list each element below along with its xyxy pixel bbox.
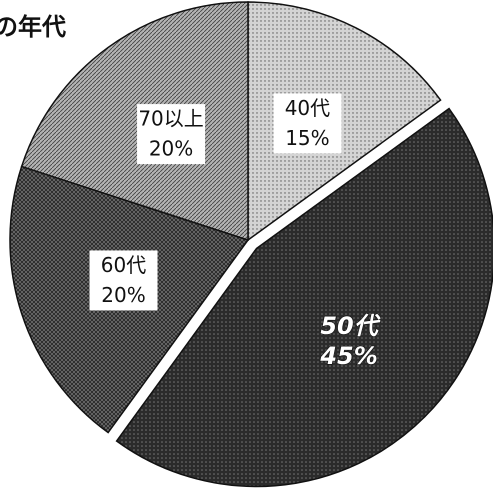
pie-slice: [247, 1, 442, 242]
slice-value-label: 15%: [285, 126, 329, 150]
label-box: [137, 104, 206, 165]
slice-label: 40代: [285, 96, 330, 120]
slice-value-label: 20%: [149, 137, 193, 161]
slice-value-label: 20%: [101, 283, 145, 307]
slice-value-label: 45%: [319, 342, 377, 370]
label-box: [89, 250, 158, 311]
pie-slice: [20, 1, 249, 242]
slice-label: 50代: [320, 312, 380, 340]
slice-label: 60代: [101, 253, 146, 277]
chart-title: の年代: [0, 13, 66, 41]
label-box: [273, 93, 342, 154]
slice-label: 70以上: [138, 107, 203, 131]
pie-slice: [115, 107, 493, 488]
